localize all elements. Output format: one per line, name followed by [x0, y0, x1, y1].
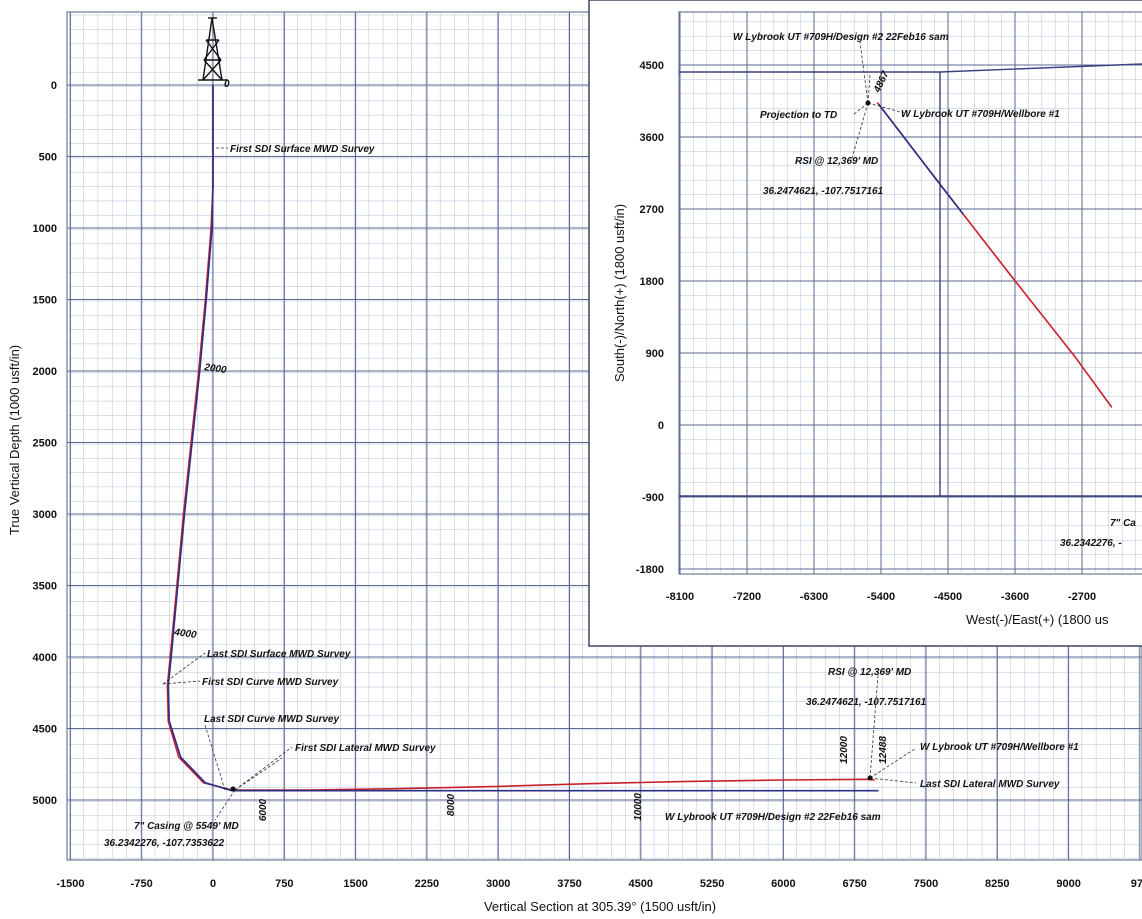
main-annotation-rsi-coords: 36.2474621, -107.7517161	[806, 697, 927, 708]
main-x-tick-label: 1500	[343, 878, 367, 890]
inset-y-tick-label: -900	[642, 492, 664, 504]
derrick-icon	[198, 17, 228, 81]
main-annotation-rsi: RSI @ 12,369' MD	[828, 667, 911, 678]
main-annotation-first-surface-survey: First SDI Surface MWD Survey	[230, 144, 375, 155]
main-x-tick-label: -1500	[56, 878, 84, 890]
main-y-tick-label: 1000	[33, 223, 57, 235]
inset-annotation-wellbore: W Lybrook UT #709H/Wellbore #1	[901, 109, 1060, 120]
main-series-line-1	[167, 85, 879, 792]
main-x-tick-label: 3000	[486, 878, 510, 890]
main-x-tick-label: 975	[1131, 878, 1142, 890]
inset-x-tick-label: -2700	[1068, 591, 1096, 603]
main-md-label-10000: 10000	[633, 793, 644, 821]
main-y-tick-label: 3500	[33, 581, 57, 593]
inset-x-tick-label: -7200	[733, 591, 761, 603]
inset-annotation-rsi-coords: 36.2474621, -107.7517161	[763, 186, 884, 197]
inset-chart: -8100 -7200 -6300 -5400 -4500 -3600 -2700 4500…	[588, 0, 1142, 647]
main-y-tick-label: 500	[39, 152, 57, 164]
inset-x-tick-label: -5400	[867, 591, 895, 603]
main-x-tick-label: 7500	[914, 878, 938, 890]
inset-y-tick-label: 2700	[640, 204, 664, 216]
inset-y-tick-label: 3600	[640, 132, 664, 144]
inset-y-tick-label: -1800	[636, 564, 664, 576]
main-series	[166, 85, 879, 792]
inset-x-tick-label: -3600	[1001, 591, 1029, 603]
main-x-tick-label: 2250	[415, 878, 439, 890]
main-md-label-6000: 6000	[258, 798, 269, 821]
main-x-tick-label: 9000	[1056, 878, 1080, 890]
main-y-tick-label: 5000	[33, 795, 57, 807]
inset-y-tick-label: 1800	[640, 276, 664, 288]
main-annotation-leaders	[162, 147, 917, 821]
inset-y-axis-label: South(-)/North(+) (1800 usft/in)	[612, 204, 627, 382]
main-x-tick-label: 4500	[629, 878, 653, 890]
inset-x-axis-label: West(-)/East(+) (1800 us	[966, 612, 1109, 627]
inset-series-line-1	[878, 103, 964, 215]
inset-y-tick-label: 4500	[640, 60, 664, 72]
main-x-tick-label: -750	[131, 878, 153, 890]
main-y-tick-label: 1500	[33, 295, 57, 307]
main-origin-label: 0	[224, 79, 230, 90]
main-y-ticks: 0 500 1000 1500 2000 2500 3000 3500 4000 4500 5000	[33, 80, 57, 807]
main-casing-marker	[230, 786, 236, 792]
main-annotation-casing: 7" Casing @ 5549' MD	[134, 821, 239, 832]
main-annotation-last-curve-survey: Last SDI Curve MWD Survey	[204, 714, 339, 725]
main-y-tick-label: 2500	[33, 438, 57, 450]
main-annotation-last-lateral-survey: Last SDI Lateral MWD Survey	[920, 779, 1060, 790]
main-annotation-design: W Lybrook UT #709H/Design #2 22Feb16 sam	[665, 812, 881, 823]
main-annotation-last-surface-survey: Last SDI Surface MWD Survey	[207, 649, 351, 660]
inset-annotation-casing-coords: 36.2342276, -	[1060, 538, 1122, 549]
main-x-tick-label: 5250	[700, 878, 724, 890]
main-x-tick-label: 6750	[842, 878, 866, 890]
inset-annotation-rsi: RSI @ 12,369' MD	[795, 156, 878, 167]
main-x-tick-label: 8250	[985, 878, 1009, 890]
inset-x-tick-label: -8100	[666, 591, 694, 603]
main-md-label-4000: 4000	[173, 627, 198, 641]
main-y-tick-label: 0	[51, 80, 57, 92]
inset-grid	[679, 12, 1142, 574]
main-x-axis-label: Vertical Section at 305.39° (1500 usft/i…	[484, 899, 716, 914]
main-x-ticks: -1500 -750 0 750 1500 2250 3000 3750 4500 5250 600…	[56, 878, 1142, 890]
main-rsi-marker	[867, 775, 873, 781]
main-y-axis-label: True Vertical Depth (1000 usft/in)	[7, 345, 22, 535]
inset-annotation-design: W Lybrook UT #709H/Design #2 22Feb16 sam	[733, 32, 949, 43]
main-x-tick-label: 0	[210, 878, 216, 890]
main-x-tick-label: 6000	[771, 878, 795, 890]
inset-annotation-leaders	[851, 41, 905, 159]
inset-rsi-marker	[865, 100, 871, 106]
main-x-tick-label: 3750	[557, 878, 581, 890]
main-y-tick-label: 4000	[33, 652, 57, 664]
main-y-tick-label: 4500	[33, 724, 57, 736]
inset-series	[876, 102, 1113, 408]
inset-y-tick-label: 0	[658, 420, 664, 432]
inset-annotation-casing: 7" Ca	[1110, 518, 1136, 529]
inset-x-ticks: -8100 -7200 -6300 -5400 -4500 -3600 -2700	[666, 591, 1096, 603]
main-annotation-first-curve-survey: First SDI Curve MWD Survey	[202, 677, 339, 688]
inset-y-tick-label: 900	[646, 348, 664, 360]
inset-annotation-projection: Projection to TD	[760, 110, 837, 121]
main-md-label-8000: 8000	[446, 793, 457, 816]
inset-plot-frame	[678, 11, 1142, 575]
main-series-line-0	[166, 85, 875, 791]
main-y-tick-label: 2000	[33, 366, 57, 378]
main-md-label-12488: 12488	[878, 736, 889, 764]
inset-lease-lines	[679, 63, 1142, 497]
main-annotation-wellbore: W Lybrook UT #709H/Wellbore #1	[920, 742, 1079, 753]
main-md-label-12000: 12000	[839, 736, 850, 764]
inset-x-tick-label: -4500	[934, 591, 962, 603]
inset-x-tick-label: -6300	[800, 591, 828, 603]
main-annotation-first-lateral-survey: First SDI Lateral MWD Survey	[295, 743, 436, 754]
inset-panel	[588, 0, 1142, 647]
main-annotation-casing-coords: 36.2342276, -107.7353622	[104, 838, 225, 849]
main-x-tick-label: 750	[275, 878, 293, 890]
main-y-tick-label: 3000	[33, 509, 57, 521]
main-md-label-2000: 2000	[203, 362, 228, 376]
inset-y-ticks: 4500 3600 2700 1800 900 0 -900 -1800	[636, 60, 664, 576]
